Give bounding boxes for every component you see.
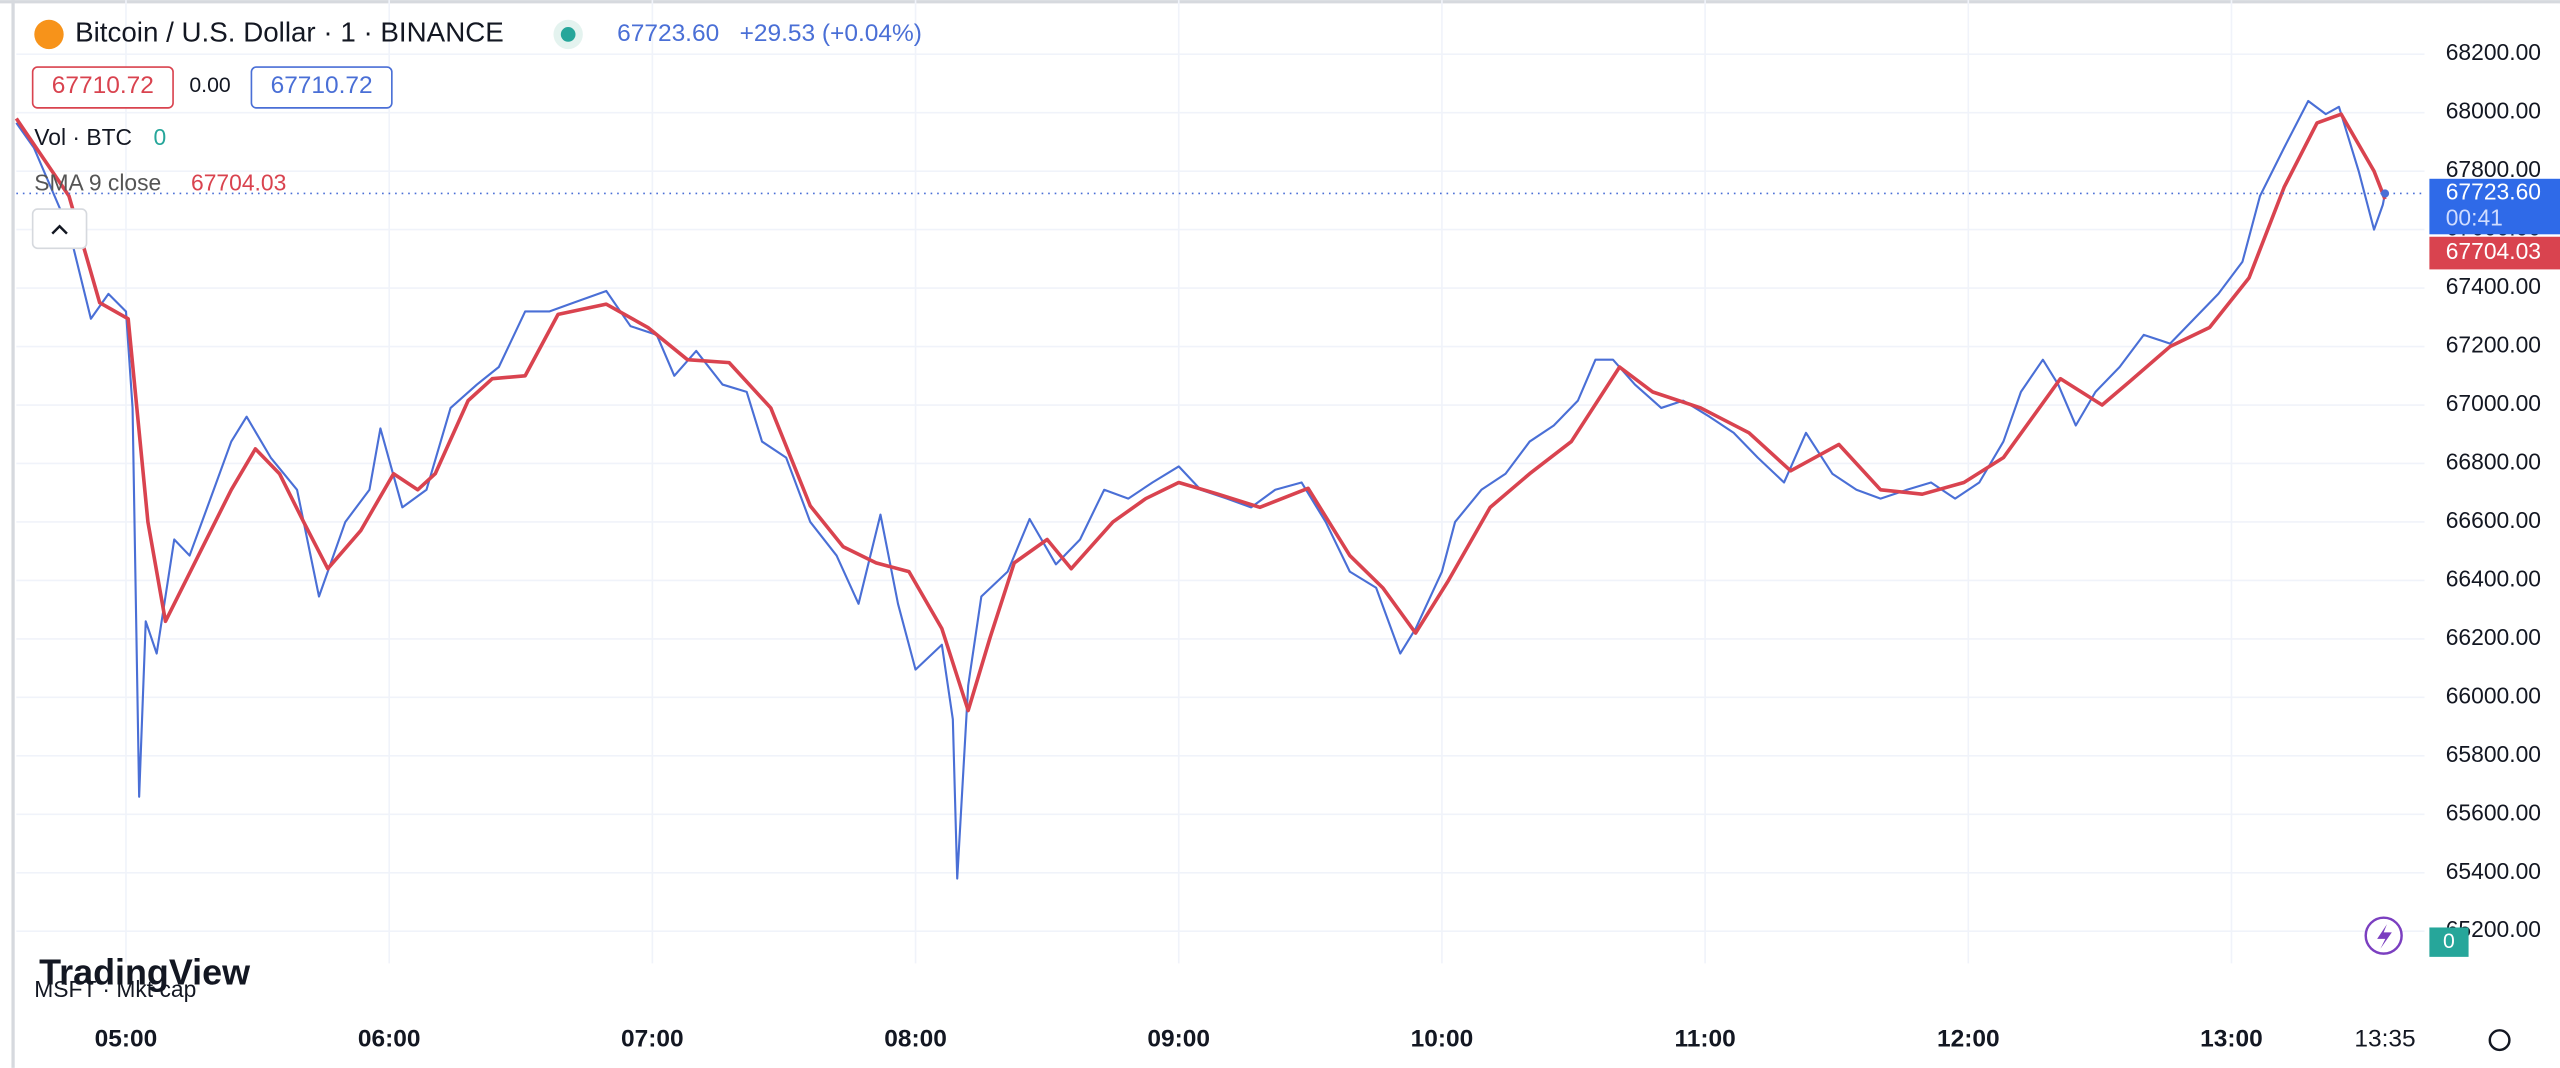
x-tick-label: 10:00: [1411, 1026, 1474, 1053]
watermark: TradingView: [39, 951, 250, 992]
overlay-label: MSFT · Mkt cap: [34, 976, 196, 1002]
x-tick-label: 11:00: [1674, 1026, 1735, 1053]
x-tick-label: 06:00: [358, 1026, 421, 1053]
settings-icon[interactable]: [2488, 1029, 2511, 1052]
price-change: +29.53 (+0.04%): [740, 20, 922, 47]
status-dot: [560, 27, 576, 42]
volume-axis-box: [2429, 927, 2469, 957]
spread: 0.00: [189, 74, 230, 97]
y-tick-label: 68200.00: [2446, 39, 2541, 65]
y-tick-label: 67800.00: [2446, 156, 2541, 182]
sell-button[interactable]: [31, 66, 174, 109]
y-tick-label: 65400.00: [2446, 858, 2541, 884]
price-axis: 65200.0065400.0065600.0065800.0066000.00…: [95, 39, 2560, 1053]
bid-price: 67710.72: [52, 72, 154, 99]
price-label-box: [2429, 178, 2560, 235]
y-tick-label: 66800.00: [2446, 449, 2541, 475]
x-tick-label: 05:00: [95, 1026, 158, 1053]
y-tick-label: 68000.00: [2446, 98, 2541, 124]
y-tick-label: 66200.00: [2446, 624, 2541, 650]
volume-value: 0: [153, 124, 166, 150]
y-tick-label: 67400.00: [2446, 273, 2541, 299]
y-tick-label: 67200.00: [2446, 332, 2541, 358]
buy-button[interactable]: [250, 66, 393, 109]
sma-value: 67704.03: [191, 170, 286, 196]
x-tick-label: 13:35: [2354, 1026, 2415, 1053]
symbol-title: Bitcoin / U.S. Dollar · 1 · BINANCE: [75, 17, 504, 48]
caret-icon: [51, 224, 68, 235]
y-tick-label: 67000.00: [2446, 390, 2541, 416]
symbol-icon: [34, 19, 64, 50]
legend: Bitcoin / U.S. Dollar · 1 · BINANCE 6772…: [31, 17, 922, 250]
plot: [14, 99, 2425, 880]
price-label: 67723.60: [2446, 179, 2541, 205]
y-tick-label: 65600.00: [2446, 799, 2541, 825]
grid: [16, 0, 2425, 964]
collapse-button[interactable]: [31, 208, 88, 250]
x-tick-label: 09:00: [1147, 1026, 1210, 1053]
y-tick-label: 66600.00: [2446, 507, 2541, 533]
price-line: [15, 99, 2387, 880]
x-tick-label: 07:00: [621, 1026, 684, 1053]
sma-line: [14, 112, 2387, 713]
x-tick-label: 12:00: [1937, 1026, 2000, 1053]
volume-axis-value: 0: [2443, 930, 2455, 953]
y-tick-label: 65800.00: [2446, 741, 2541, 767]
volume-label: Vol · BTC: [34, 124, 132, 150]
sma-label: SMA 9 close: [34, 170, 161, 196]
y-tick-label: 66400.00: [2446, 565, 2541, 591]
lightning-icon: [2377, 924, 2392, 949]
last-point: [2380, 189, 2390, 198]
countdown-label: 00:41: [2446, 205, 2503, 231]
sma-axis-label: 67704.03: [2446, 238, 2541, 264]
x-tick-label: 13:00: [2200, 1026, 2263, 1053]
last-price: 67723.60: [617, 20, 719, 47]
y-tick-label: 66000.00: [2446, 682, 2541, 708]
ask-price: 67710.72: [271, 72, 373, 99]
overlays: TradingView MSFT · Mkt cap 0: [34, 916, 2511, 1052]
sma-label-box: [2429, 236, 2560, 270]
x-tick-label: 08:00: [884, 1026, 947, 1053]
